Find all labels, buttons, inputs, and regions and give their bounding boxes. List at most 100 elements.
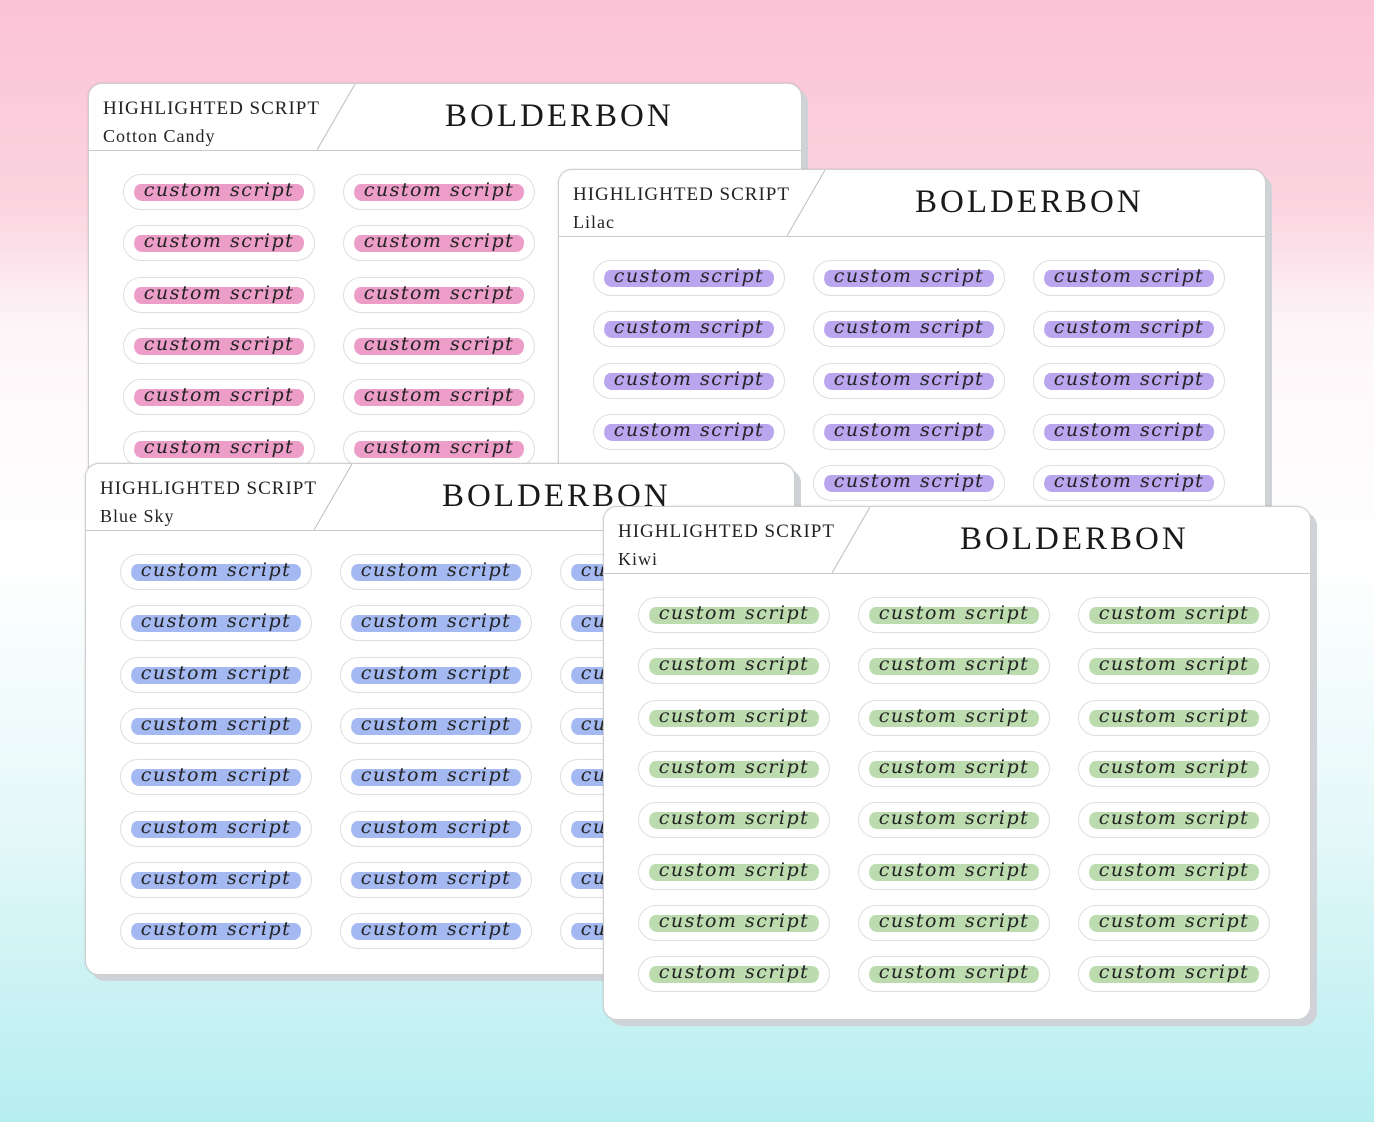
sticker-text: custom script: [833, 470, 985, 493]
sticker-text: custom script: [1098, 807, 1250, 830]
sticker-text: custom script: [1053, 470, 1205, 493]
sticker-text: custom script: [140, 610, 292, 633]
sticker: custom script: [123, 174, 315, 210]
sticker-text: custom script: [1098, 704, 1250, 727]
sticker-text: custom script: [833, 316, 985, 339]
sticker-text: custom script: [363, 332, 515, 355]
sticker-text: custom script: [613, 367, 765, 390]
brand-name: BOLDERBON: [915, 184, 1144, 220]
sheet-header: HIGHLIGHTED SCRIPT Cotton Candy BOLDERBO…: [89, 84, 801, 151]
sticker: custom script: [858, 853, 1050, 890]
sticker: custom script: [858, 597, 1050, 633]
sticker: custom script: [120, 759, 312, 796]
sticker: custom script: [638, 853, 830, 890]
sticker-text: custom script: [363, 435, 515, 458]
sticker-sheet-kiwi: HIGHLIGHTED SCRIPT Kiwi BOLDERBON custom…: [603, 506, 1311, 1020]
sticker: custom script: [1033, 413, 1225, 450]
sticker-text: custom script: [878, 653, 1030, 676]
sticker-text: custom script: [833, 367, 985, 390]
sticker: custom script: [340, 861, 532, 898]
sticker: custom script: [340, 759, 532, 796]
sticker-text: custom script: [833, 265, 985, 287]
sticker-text: custom script: [143, 332, 295, 355]
sheet-header: HIGHLIGHTED SCRIPT Kiwi BOLDERBON: [604, 507, 1310, 574]
sticker-text: custom script: [878, 909, 1030, 932]
sticker: custom script: [593, 362, 785, 399]
sticker: custom script: [123, 430, 315, 467]
sticker-text: custom script: [658, 755, 810, 778]
sticker-text: custom script: [658, 602, 810, 624]
sticker: custom script: [858, 904, 1050, 941]
sticker: custom script: [123, 379, 315, 416]
sticker-text: custom script: [1053, 265, 1205, 287]
sticker-text: custom script: [658, 653, 810, 676]
sticker: custom script: [340, 707, 532, 744]
sticker-text: custom script: [878, 755, 1030, 778]
sticker-text: custom script: [658, 858, 810, 881]
sticker-text: custom script: [613, 265, 765, 287]
sticker: custom script: [123, 327, 315, 364]
sticker-text: custom script: [143, 384, 295, 407]
sticker: custom script: [638, 750, 830, 787]
sticker: custom script: [120, 810, 312, 847]
sticker: custom script: [858, 648, 1050, 685]
sticker: custom script: [343, 225, 535, 262]
sticker: custom script: [593, 413, 785, 450]
sticker: custom script: [343, 276, 535, 313]
sticker: custom script: [123, 276, 315, 313]
sticker-text: custom script: [1053, 418, 1205, 441]
sheet-color-label: Cotton Candy: [103, 126, 216, 146]
sticker: custom script: [340, 605, 532, 642]
sticker-text: custom script: [143, 230, 295, 253]
sticker: custom script: [638, 956, 830, 993]
sticker: custom script: [340, 913, 532, 950]
sticker-text: custom script: [1098, 653, 1250, 676]
sticker-text: custom script: [360, 866, 512, 889]
sticker-text: custom script: [363, 384, 515, 407]
sticker-grid: custom script custom script custom script c…: [604, 573, 1310, 1019]
sheet-color-label: Kiwi: [618, 549, 658, 569]
sticker-text: custom script: [878, 961, 1030, 984]
sticker: custom script: [340, 554, 532, 590]
sticker: custom script: [120, 605, 312, 642]
brand-name: BOLDERBON: [960, 521, 1189, 557]
sheet-type-label: HIGHLIGHTED SCRIPT: [618, 521, 835, 542]
sticker-text: custom script: [1098, 961, 1250, 984]
sticker-text: custom script: [658, 961, 810, 984]
sticker-text: custom script: [833, 418, 985, 441]
sticker: custom script: [638, 597, 830, 633]
sticker: custom script: [343, 430, 535, 467]
sticker: custom script: [1078, 699, 1270, 736]
sticker-text: custom script: [360, 815, 512, 838]
sticker: custom script: [1078, 853, 1270, 890]
sheet-header: HIGHLIGHTED SCRIPT Blue Sky BOLDERBON: [86, 464, 794, 531]
sticker-text: custom script: [1098, 858, 1250, 881]
sticker-text: custom script: [140, 559, 292, 581]
sticker: custom script: [1033, 465, 1225, 502]
sticker-text: custom script: [658, 704, 810, 727]
header-divider: [832, 507, 871, 573]
sticker-text: custom script: [360, 764, 512, 787]
sheet-type-label: HIGHLIGHTED SCRIPT: [573, 184, 790, 205]
sticker: custom script: [858, 699, 1050, 736]
sticker-text: custom script: [140, 712, 292, 735]
sticker: custom script: [1033, 362, 1225, 399]
sticker: custom script: [1078, 904, 1270, 941]
sticker-text: custom script: [878, 858, 1030, 881]
sticker-text: custom script: [140, 866, 292, 889]
sticker: custom script: [813, 413, 1005, 450]
sticker-text: custom script: [363, 179, 515, 201]
sticker-text: custom script: [363, 281, 515, 304]
header-divider: [317, 84, 356, 150]
sticker: custom script: [638, 648, 830, 685]
sticker: custom script: [1033, 311, 1225, 348]
sticker: custom script: [593, 260, 785, 296]
sticker-text: custom script: [360, 559, 512, 581]
sticker: custom script: [813, 465, 1005, 502]
sticker: custom script: [1078, 750, 1270, 787]
sticker: custom script: [813, 311, 1005, 348]
sticker-text: custom script: [1098, 755, 1250, 778]
sticker: custom script: [343, 327, 535, 364]
sticker: custom script: [340, 656, 532, 693]
sticker-text: custom script: [360, 918, 512, 941]
